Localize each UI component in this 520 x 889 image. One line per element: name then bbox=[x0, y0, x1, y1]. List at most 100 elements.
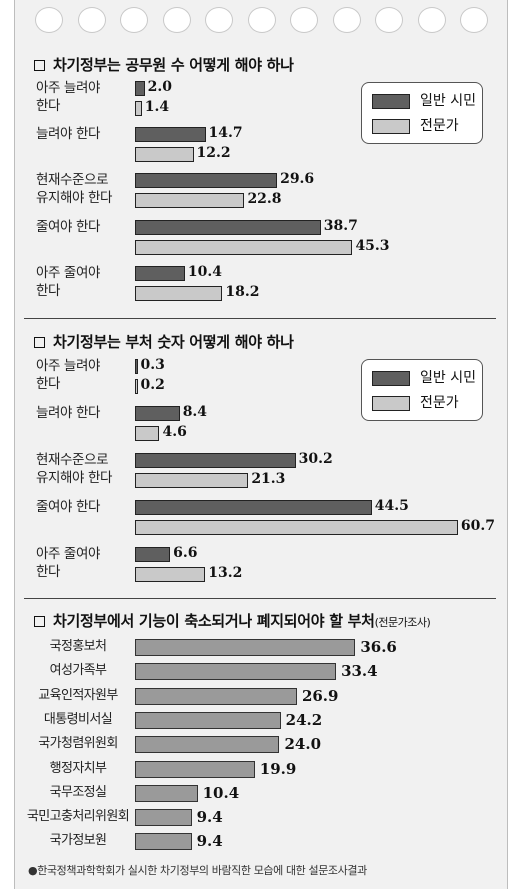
bar-ministry bbox=[135, 711, 281, 729]
value-label: 9.4 bbox=[196, 832, 223, 851]
bar-ministry bbox=[135, 809, 192, 827]
section-divider bbox=[24, 598, 496, 599]
binder-ring-icon bbox=[35, 7, 63, 33]
value-label-expert: 45.3 bbox=[355, 238, 390, 254]
bar-general bbox=[135, 359, 138, 374]
source-note: ●한국정책과학학회가 실시한 차기정부의 바람직한 모습에 대한 설문조사결과 bbox=[28, 864, 367, 877]
bar-ministry bbox=[135, 760, 255, 778]
value-label: 24.0 bbox=[284, 735, 322, 754]
value-label-general: 44.5 bbox=[374, 498, 409, 514]
value-label-general: 0.3 bbox=[140, 357, 165, 373]
bar-general bbox=[135, 547, 171, 562]
legend-swatch-general bbox=[372, 371, 410, 386]
legend-swatch-expert bbox=[372, 396, 410, 411]
bar-expert bbox=[135, 426, 160, 441]
legend-swatch-general bbox=[372, 94, 410, 109]
value-label-general: 6.6 bbox=[173, 545, 198, 561]
binder-ring-icon bbox=[332, 7, 361, 33]
bar-general bbox=[135, 81, 145, 96]
value-label-general: 38.7 bbox=[323, 218, 358, 234]
bar-general bbox=[135, 173, 278, 188]
bar-ministry bbox=[135, 736, 280, 754]
bar-general bbox=[135, 500, 372, 515]
bar-ministry bbox=[135, 639, 356, 656]
checkbox-square-icon bbox=[34, 616, 45, 627]
binder-ring-icon bbox=[205, 7, 233, 33]
value-label-expert: 0.2 bbox=[140, 377, 165, 393]
checkbox-square-icon bbox=[34, 337, 45, 348]
bar-expert bbox=[135, 473, 249, 488]
category-label: 아주 늘려야 한다 bbox=[36, 80, 100, 114]
bar-expert bbox=[135, 193, 245, 208]
bar-expert bbox=[135, 147, 194, 162]
binder-ring-icon bbox=[417, 7, 446, 33]
value-label-expert: 60.7 bbox=[460, 518, 496, 534]
value-label-general: 8.4 bbox=[182, 404, 208, 420]
binder-ring-icon bbox=[460, 7, 488, 33]
value-label-expert: 4.6 bbox=[162, 424, 187, 440]
value-label-expert: 13.2 bbox=[208, 565, 243, 581]
legend-label-general: 일반 시민 bbox=[420, 93, 476, 109]
legend-label-expert: 전문가 bbox=[420, 395, 459, 411]
category-label: 교육인적자원부 bbox=[38, 687, 118, 703]
bar-general bbox=[135, 406, 180, 421]
binder-ring-icon bbox=[120, 7, 148, 33]
binder-rings bbox=[0, 0, 520, 40]
value-label-general: 29.6 bbox=[280, 171, 315, 187]
value-label-general: 10.4 bbox=[187, 264, 223, 280]
category-label: 대통령비서실 bbox=[43, 711, 113, 727]
binder-ring-icon bbox=[375, 7, 403, 33]
bar-general bbox=[135, 220, 321, 235]
bar-expert bbox=[135, 567, 206, 582]
bar-expert bbox=[135, 101, 142, 116]
value-label: 33.4 bbox=[341, 662, 378, 681]
category-label: 줄여야 한다 bbox=[36, 219, 100, 235]
category-label: 행정자치부 bbox=[49, 760, 107, 776]
value-label: 36.6 bbox=[360, 638, 397, 656]
chart1-legend: 일반 시민 전문가 bbox=[361, 82, 483, 144]
category-label: 국무조정실 bbox=[49, 784, 107, 800]
value-label: 19.9 bbox=[259, 759, 297, 778]
binder-ring-icon bbox=[162, 7, 191, 33]
value-label-expert: 18.2 bbox=[225, 284, 260, 300]
bar-general bbox=[135, 266, 185, 281]
legend-swatch-expert bbox=[372, 119, 410, 134]
chart3-title: 차기정부에서 기능이 축소되거나 폐지되어야 할 부처(전문가조사) bbox=[34, 610, 431, 631]
bar-general bbox=[135, 453, 296, 468]
value-label: 9.4 bbox=[196, 808, 223, 827]
value-label-expert: 21.3 bbox=[251, 471, 286, 487]
chart3-title-note: (전문가조사) bbox=[374, 616, 431, 629]
category-label: 아주 줄여야 한다 bbox=[36, 546, 100, 580]
bar-ministry bbox=[135, 663, 337, 681]
bar-ministry bbox=[135, 784, 198, 802]
bar-general bbox=[135, 127, 206, 142]
bar-expert bbox=[135, 286, 223, 301]
value-label-general: 14.7 bbox=[208, 125, 243, 141]
bar-ministry bbox=[135, 833, 192, 851]
value-label: 26.9 bbox=[301, 686, 339, 705]
legend-label-general: 일반 시민 bbox=[420, 370, 476, 386]
category-label: 국민고충처리위원회 bbox=[26, 809, 130, 825]
category-label: 국정홍보처 bbox=[49, 639, 107, 654]
category-label: 국가청렴위원회 bbox=[38, 736, 118, 752]
bar-expert bbox=[135, 240, 353, 255]
category-label: 현재수준으로 유지해야 한다 bbox=[36, 452, 113, 486]
category-label: 늘려야 한다 bbox=[36, 126, 100, 142]
category-label: 아주 줄여야 한다 bbox=[36, 265, 100, 299]
binder-ring-icon bbox=[77, 7, 106, 33]
chart2-title: 차기정부는 부처 숫자 어떻게 해야 하나 bbox=[34, 331, 294, 352]
value-label: 24.2 bbox=[285, 710, 323, 729]
category-label: 늘려야 한다 bbox=[36, 405, 100, 421]
section-divider bbox=[24, 318, 496, 319]
bar-expert bbox=[135, 520, 458, 535]
category-label: 현재수준으로 유지해야 한다 bbox=[36, 172, 113, 206]
bar-ministry bbox=[135, 687, 297, 705]
bar-expert bbox=[135, 379, 138, 394]
value-label-general: 30.2 bbox=[298, 451, 333, 467]
value-label-expert: 12.2 bbox=[196, 145, 231, 161]
category-label: 국가정보원 bbox=[49, 833, 107, 849]
value-label-expert: 22.8 bbox=[247, 191, 282, 207]
category-label: 여성가족부 bbox=[49, 663, 107, 679]
binder-ring-icon bbox=[247, 7, 276, 33]
